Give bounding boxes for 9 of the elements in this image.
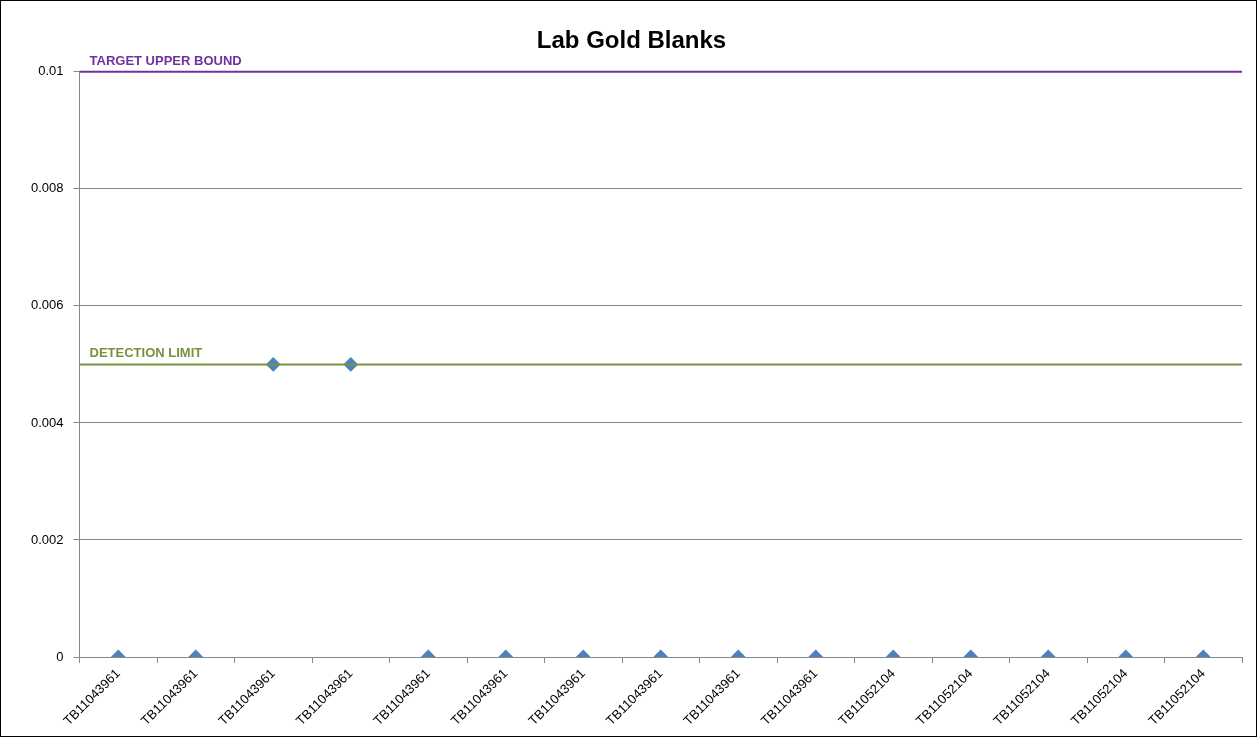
chart-title: Lab Gold Blanks xyxy=(536,26,727,54)
ref-line-label: TARGET UPPER BOUND xyxy=(89,52,242,68)
ref-line-label: DETECTION LIMIT xyxy=(89,345,203,361)
y-tick-label: 0 xyxy=(56,648,64,664)
y-tick-label: 0.01 xyxy=(38,63,64,79)
y-tick-label: 0.008 xyxy=(30,180,64,196)
y-tick-label: 0.006 xyxy=(30,297,64,313)
y-tick-label: 0.004 xyxy=(30,414,64,430)
y-tick-label: 0.002 xyxy=(30,531,64,547)
